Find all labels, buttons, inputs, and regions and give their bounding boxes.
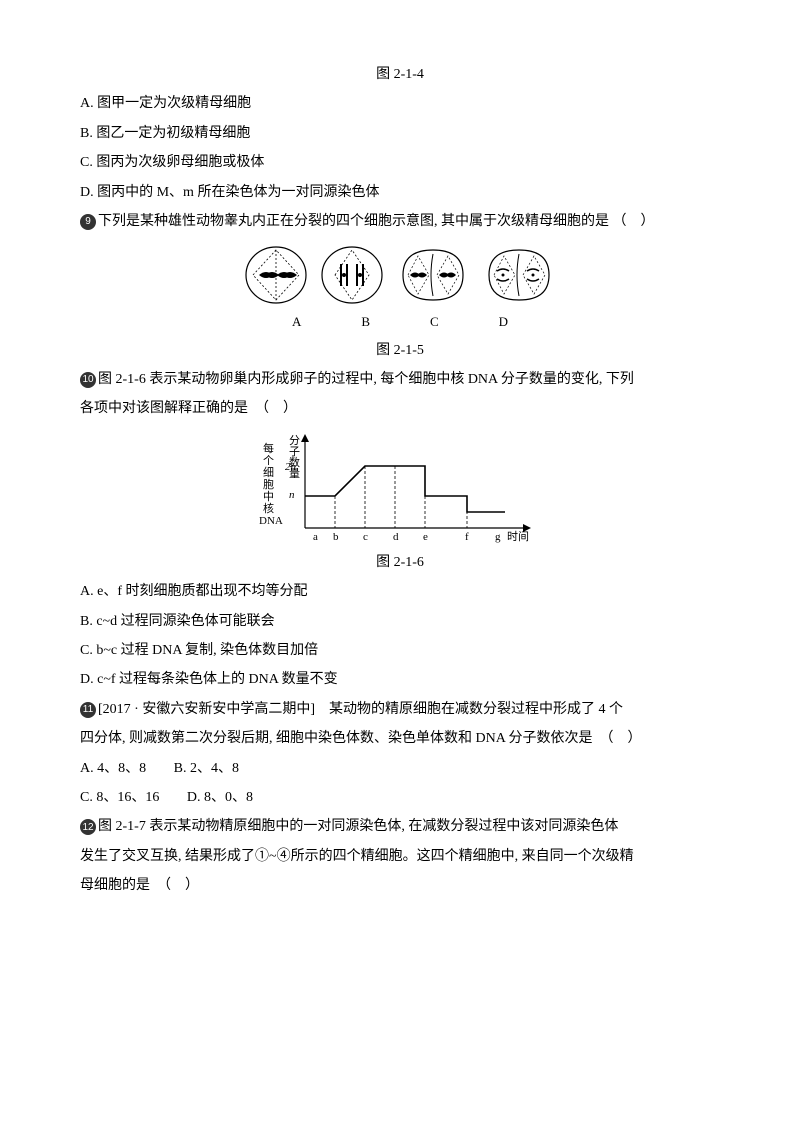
q11-option-c: C. 8、16、16 bbox=[80, 790, 159, 805]
xt-e: e bbox=[423, 531, 428, 543]
q9-label-b: B bbox=[361, 308, 370, 335]
q11-stem1: 某动物的精原细胞在减数分裂过程中形成了 4 个 bbox=[329, 702, 623, 717]
cell-d-icon bbox=[479, 244, 559, 306]
y-label-6: DNA bbox=[259, 515, 283, 527]
fig-2-1-5-caption: 图 2-1-5 bbox=[80, 336, 720, 365]
xt-a: a bbox=[313, 531, 318, 543]
q9-stem-text: 下列是某种雄性动物睾丸内正在分裂的四个细胞示意图, 其中属于次级精母细胞的是 （… bbox=[98, 214, 655, 229]
q8-option-c: C. 图丙为次级卵母细胞或极体 bbox=[80, 148, 720, 177]
q11-source: [2017 · 安徽六安新安中学高二期中] bbox=[98, 702, 315, 717]
q11-options-row1: A. 4、8、8 B. 2、4、8 bbox=[80, 754, 720, 783]
q8-option-b: B. 图乙一定为初级精母细胞 bbox=[80, 119, 720, 148]
q11-badge-icon: 11 bbox=[80, 702, 96, 718]
q11-options-row2: C. 8、16、16 D. 8、0、8 bbox=[80, 783, 720, 812]
q9-stem-row: 9下列是某种雄性动物睾丸内正在分裂的四个细胞示意图, 其中属于次级精母细胞的是 … bbox=[80, 207, 720, 236]
q11-line1: 11[2017 · 安徽六安新安中学高二期中] 某动物的精原细胞在减数分裂过程中… bbox=[80, 695, 720, 724]
cell-b-icon bbox=[317, 244, 387, 306]
y-label-1: 个 bbox=[263, 454, 274, 467]
q12-line1: 图 2-1-7 表示某动物精原细胞中的一对同源染色体, 在减数分裂过程中该对同源… bbox=[98, 819, 618, 834]
xt-d: d bbox=[393, 531, 399, 543]
q9-label-a: A bbox=[292, 308, 301, 335]
q8-option-a: A. 图甲一定为次级精母细胞 bbox=[80, 89, 720, 118]
q12-line2: 发生了交叉互换, 结果形成了①~④所示的四个精细胞。这四个精细胞中, 来自同一个… bbox=[80, 842, 720, 871]
q9-label-d: D bbox=[499, 308, 508, 335]
q10-option-c: C. b~c 过程 DNA 复制, 染色体数目加倍 bbox=[80, 636, 720, 665]
q12-line1-row: 12图 2-1-7 表示某动物精原细胞中的一对同源染色体, 在减数分裂过程中该对… bbox=[80, 812, 720, 841]
xt-b: b bbox=[333, 531, 339, 543]
xt-f: f bbox=[465, 531, 469, 543]
q10-chart: 每 个 细 胞 中 核 DNA 分 子 数 量 2n n bbox=[80, 428, 720, 548]
ytick-n: n bbox=[289, 489, 295, 501]
q11-option-a: A. 4、8、8 bbox=[80, 761, 146, 776]
y-label-3: 胞 bbox=[263, 478, 274, 491]
q12-badge-icon: 12 bbox=[80, 819, 96, 835]
fig-2-1-4-caption: 图 2-1-4 bbox=[80, 60, 720, 89]
fig-2-1-6-caption: 图 2-1-6 bbox=[80, 548, 720, 577]
q11-line2: 四分体, 则减数第二次分裂后期, 细胞中染色体数、染色单体数和 DNA 分子数依… bbox=[80, 724, 720, 753]
page-content: 图 2-1-4 A. 图甲一定为次级精母细胞 B. 图乙一定为初级精母细胞 C.… bbox=[0, 0, 800, 941]
q10-option-a: A. e、f 时刻细胞质都出现不均等分配 bbox=[80, 577, 720, 606]
q11-option-b: B. 2、4、8 bbox=[174, 761, 239, 776]
q8-option-d: D. 图丙中的 M、m 所在染色体为一对同源染色体 bbox=[80, 178, 720, 207]
x-axis-label: 时间 bbox=[507, 530, 529, 543]
y-label-5: 核 bbox=[263, 501, 274, 515]
q10-badge-icon: 10 bbox=[80, 372, 96, 388]
q11-option-d: D. 8、0、8 bbox=[187, 790, 253, 805]
q9-figure-row bbox=[80, 244, 720, 306]
q10-stem-line2: 各项中对该图解释正确的是 （ ） bbox=[80, 394, 720, 423]
q10-stem-line1-row: 10图 2-1-6 表示某动物卵巢内形成卵子的过程中, 每个细胞中核 DNA 分… bbox=[80, 365, 720, 394]
y-label-4: 中 bbox=[263, 490, 274, 503]
xt-g: g bbox=[495, 531, 501, 543]
xt-c: c bbox=[363, 531, 368, 543]
dna-chart-icon: 每 个 细 胞 中 核 DNA 分 子 数 量 2n n bbox=[255, 428, 545, 548]
cell-a-icon bbox=[241, 244, 311, 306]
q12-line3: 母细胞的是 （ ） bbox=[80, 871, 720, 900]
q9-labels-row: A B C D bbox=[80, 308, 720, 335]
q9-label-c: C bbox=[430, 308, 439, 335]
q9-badge-icon: 9 bbox=[80, 214, 96, 230]
y-label-0: 每 bbox=[263, 441, 274, 455]
y-label-2: 细 bbox=[263, 466, 274, 479]
q10-option-d: D. c~f 过程每条染色体上的 DNA 数量不变 bbox=[80, 665, 720, 694]
q10-option-b: B. c~d 过程同源染色体可能联会 bbox=[80, 607, 720, 636]
cell-c-icon bbox=[393, 244, 473, 306]
q10-stem-line1: 图 2-1-6 表示某动物卵巢内形成卵子的过程中, 每个细胞中核 DNA 分子数… bbox=[98, 372, 634, 387]
ytick-2n: 2n bbox=[285, 461, 297, 473]
